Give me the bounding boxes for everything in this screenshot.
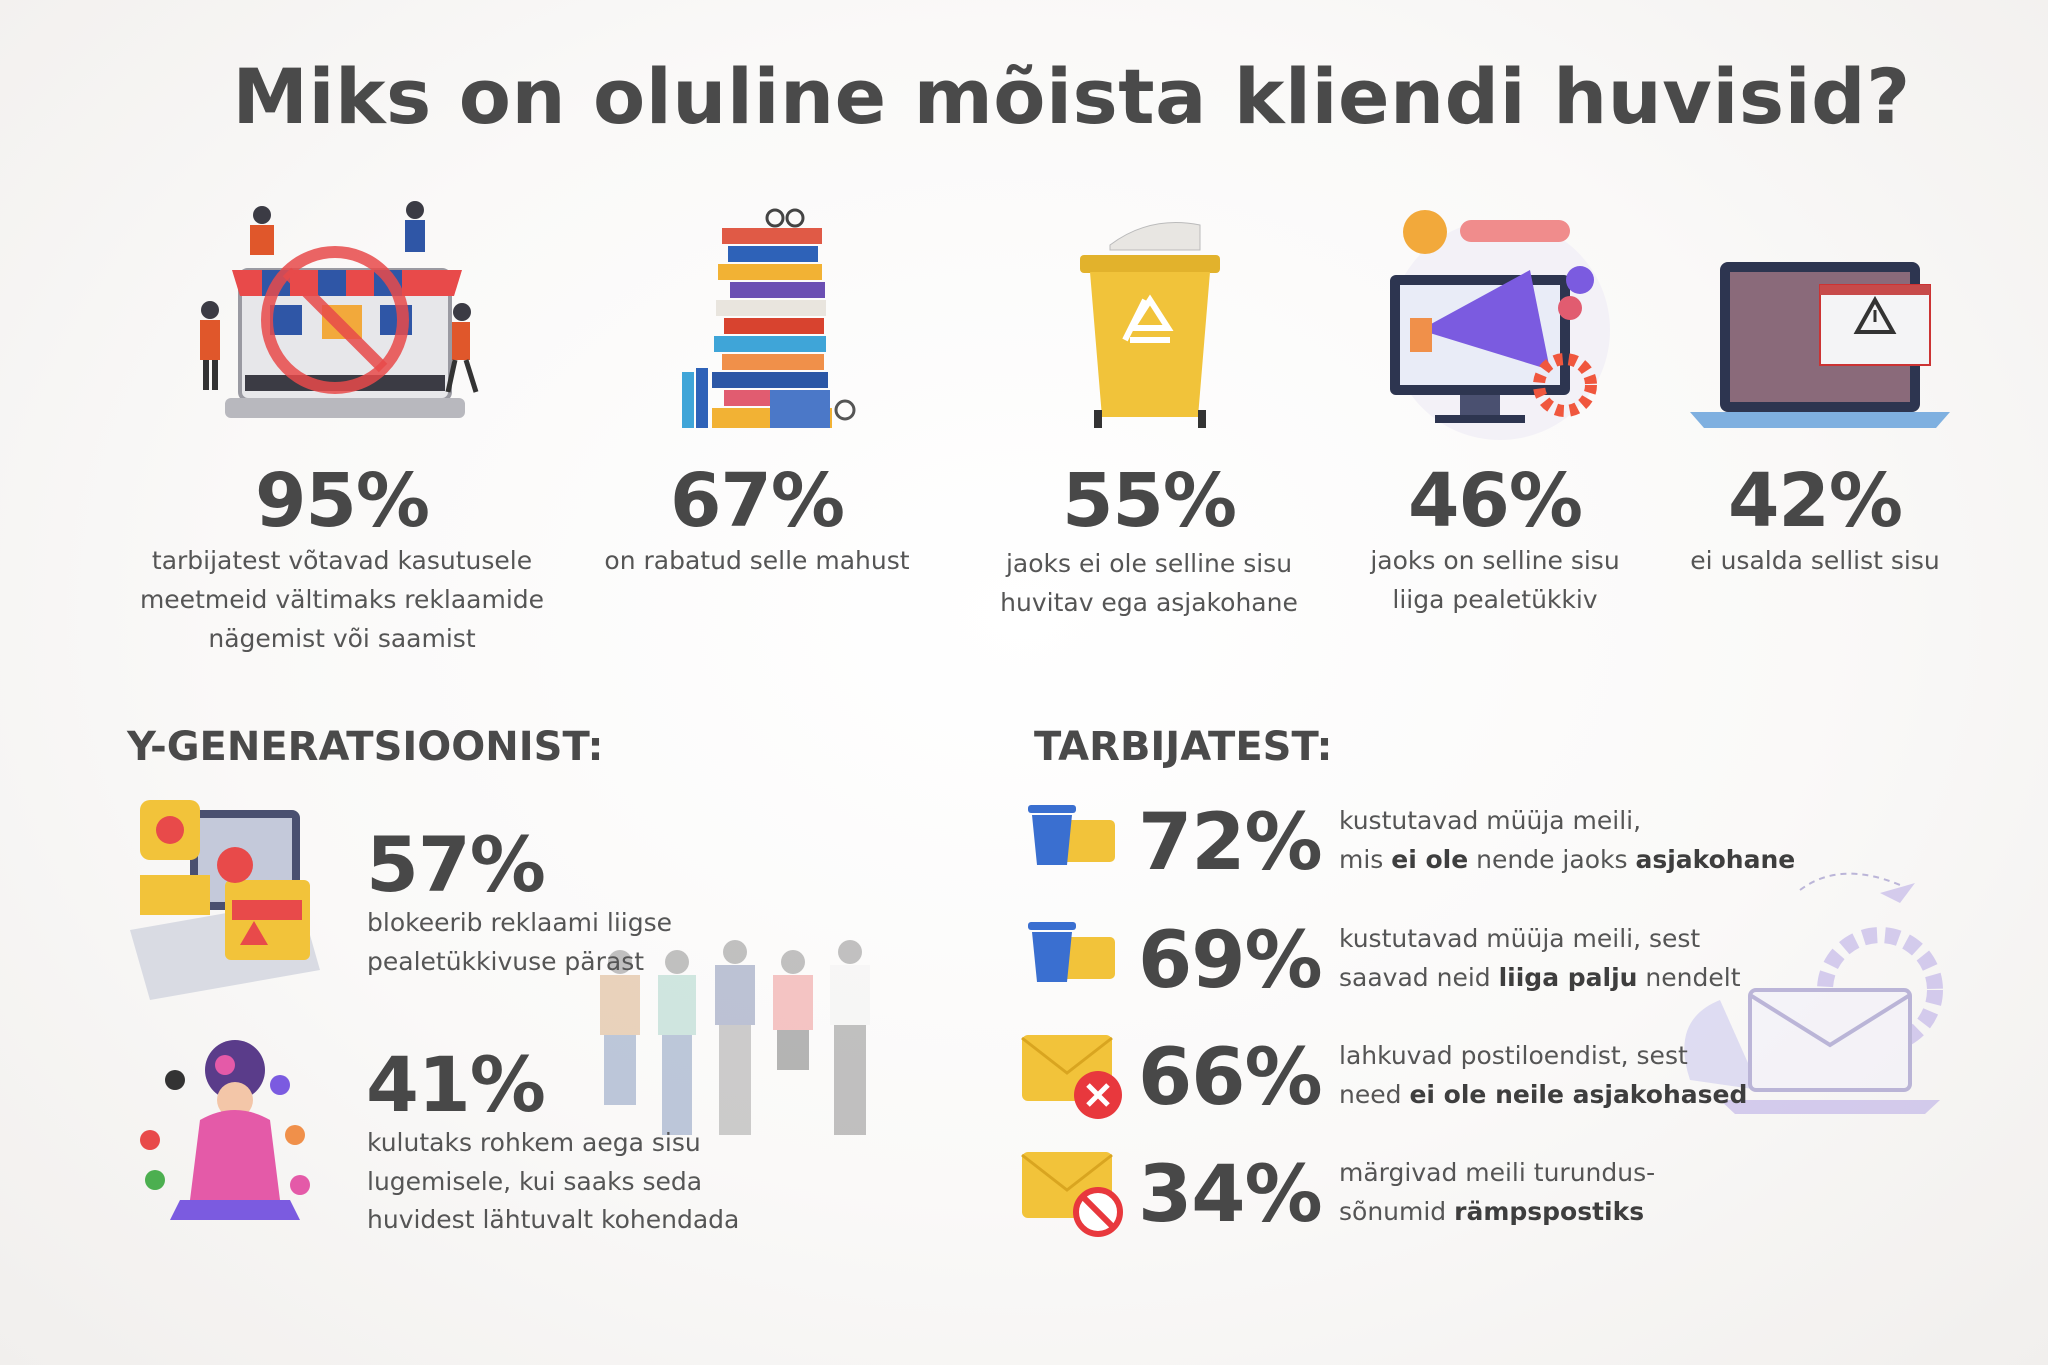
stat-percent: 34% (1138, 1150, 1323, 1240)
description-line: on rabatud selle mahust (604, 546, 910, 575)
mail-cross-icon (1021, 1035, 1122, 1119)
stat-percent: 95% (254, 458, 430, 544)
warning-laptop-icon (1690, 262, 1950, 428)
description-line: huvitav ega asjakohane (1000, 588, 1298, 617)
description-line: lahkuvad postiloendist, sest (1339, 1041, 1688, 1070)
bold-text: rämpspostiks (1454, 1196, 1645, 1226)
stat-percent: 57% (366, 820, 546, 909)
bold-text: ei ole neile asjakohased (1409, 1079, 1748, 1109)
description-line: need ei ole neile asjakohased (1339, 1082, 1939, 1107)
text-run: need (1339, 1079, 1410, 1109)
description-line: blokeerib reklaami liigse (367, 908, 673, 937)
description-line: meetmeid vältimaks reklaamide (139, 585, 545, 614)
description-line: jaoks on selline sisu (1370, 546, 1620, 575)
text-run: mis (1339, 844, 1392, 874)
recycle-bin-icon (1080, 222, 1220, 428)
description-line: kustutavad müüja meili, (1339, 806, 1642, 835)
stat-percent: 67% (669, 458, 845, 544)
stat-percent: 55% (1061, 458, 1237, 544)
email-laptop-decoration (1684, 872, 1943, 1114)
stat-percent: 72% (1138, 798, 1323, 888)
bold-text: liiga palju (1498, 962, 1638, 992)
section-heading: TARBIJATEST: (1034, 724, 1333, 770)
bold-text: asjakohane (1635, 844, 1796, 874)
description-line: saavad neid liiga palju nendelt (1339, 965, 1939, 990)
trash-mail-icon (1028, 922, 1115, 982)
reading-girl-icon (140, 1040, 310, 1220)
description-line: ei usalda sellist sisu (1690, 546, 1940, 575)
description-line: mis ei ole nende jaoks asjakohane (1339, 847, 1939, 872)
description-line: lugemisele, kui saaks seda (367, 1166, 703, 1196)
text-run: nendelt (1637, 962, 1741, 992)
description-line: sõnumid rämpspostiks (1339, 1199, 1939, 1224)
description-line: huvidest lähtuvalt kohendada (367, 1205, 740, 1234)
stat-percent: 41% (366, 1040, 546, 1129)
mail-blocked-icon (1021, 1152, 1123, 1237)
books-icon (682, 208, 856, 428)
description-line: kulutaks rohkem aega sisu (367, 1128, 701, 1157)
stat-percent: 69% (1138, 916, 1323, 1006)
stat-percent: 46% (1407, 458, 1583, 544)
title: Miks on oluline mõista kliendi huvisid? (232, 52, 1911, 141)
description-line: tarbijatest võtavad kasutusele (151, 546, 533, 575)
description-line: liiga pealetükkiv (1392, 585, 1598, 614)
stat-percent: 66% (1138, 1033, 1323, 1123)
text-run: nende jaoks (1468, 844, 1636, 874)
description-line: pealetükkivuse pärast (367, 946, 645, 976)
description-line: nägemist või saamist (208, 624, 476, 653)
people-figures (600, 940, 870, 1135)
bold-text: ei ole (1391, 844, 1469, 874)
text-run: saavad neid (1339, 962, 1499, 992)
description-line: kustutavad müüja meili, sest (1339, 924, 1701, 953)
section-heading: Y-GENERATSIOONIST: (127, 724, 604, 770)
megaphone-monitor-icon (1390, 210, 1610, 440)
description-line: märgivad meili turundus- (1339, 1158, 1656, 1187)
text-run: sõnumid (1339, 1196, 1455, 1226)
description-line: jaoks ei ole selline sisu (1005, 549, 1293, 578)
trash-mail-icon (1028, 805, 1115, 865)
blocked-ads-icon (130, 800, 320, 1000)
stat-percent: 42% (1727, 458, 1903, 544)
shop-laptop-icon (200, 201, 479, 418)
